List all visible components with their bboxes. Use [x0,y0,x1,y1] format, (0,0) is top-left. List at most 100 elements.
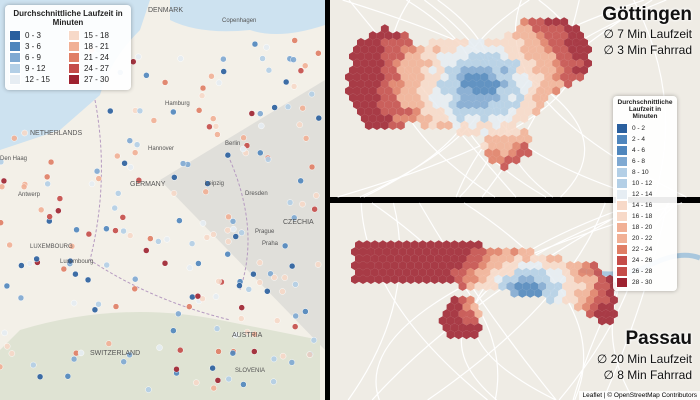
station-dot [312,192,320,199]
hex-cell [418,254,427,264]
station-dot [204,180,211,187]
hex-cell [594,295,602,305]
hex-cell [359,274,367,284]
attribution[interactable]: Leaflet | © OpenStreetMap Contributors [579,391,700,400]
hex-cell [582,261,590,271]
hex-cell [544,86,553,96]
station-dot [270,355,278,363]
hex-cell [353,72,361,82]
station-dot [136,107,144,115]
legend-item: 6 - 8 [616,156,674,167]
hex-cell [422,274,431,284]
map-label: SWITZERLAND [90,350,140,357]
map-label: NETHERLANDS [30,130,82,137]
station-dot [188,240,196,247]
hex-cell [470,247,479,257]
hex-cell [468,79,477,89]
hex-cell [418,240,427,250]
hex-cell [368,58,377,68]
hex-cell [372,38,381,48]
station-dot [291,323,299,330]
hex-cell [488,127,497,137]
station-dot [215,348,222,355]
hex-cell [550,274,559,284]
hex-cell [494,261,503,271]
hex-cell [598,316,606,326]
station-dot [297,177,304,185]
station-dot [3,282,11,290]
hex-cell [476,65,485,75]
hex-cell [586,309,594,319]
station-dot [11,134,18,142]
hex-cell [388,107,397,117]
hex-cell [566,288,575,298]
station-dot [315,50,322,57]
station-dot [212,293,220,300]
station-dot [88,180,96,188]
station-dot [1,329,8,337]
hex-cell [466,295,475,305]
hex-cell [532,93,541,103]
hex-cell [514,281,523,291]
hex-cell [564,51,573,61]
station-dot [311,205,318,213]
hex-cell [484,79,493,89]
station-dot [126,351,133,359]
hex-cell [404,51,413,61]
station-dot [3,343,11,350]
hex-cell [452,93,461,103]
hex-cell [394,240,403,250]
legend-label: 6 - 9 [25,53,42,62]
station-dot [214,131,221,138]
hex-cell [546,267,555,278]
legend-title: Durchschnittliche Laufzeit in Minuten [617,99,673,120]
sea [170,0,325,34]
station-dot [297,67,305,74]
hex-cell [380,107,389,117]
hex-cell [524,107,533,117]
hex-cell [470,316,479,326]
station-dot [210,384,218,392]
hex-cell [372,65,381,75]
hex-cell [542,288,551,298]
hex-cell [396,38,405,48]
hex-cell [462,316,471,326]
hex-cell [548,24,557,34]
hex-cell [490,254,499,264]
hex-cell [508,107,517,117]
hex-cell [452,38,461,48]
hex-cell [488,100,497,110]
legend-swatch [616,178,628,189]
map-label: Dresden [245,191,268,197]
station-dot [310,336,318,344]
hex-cell [534,274,543,284]
legend-swatch [616,211,628,222]
station-dot [248,110,256,117]
hex-cell [478,274,487,284]
hex-cell [345,72,353,82]
hex-cell [380,120,389,130]
station-dot [264,288,271,295]
hex-cell [524,38,533,48]
hex-cell [520,127,529,137]
hex-cell [446,316,455,326]
hex-cell [426,267,435,278]
hex-cell [518,261,527,271]
hex-cell [458,267,467,278]
station-dot [107,107,114,115]
hex-cell [392,58,401,68]
hex-cell [434,254,443,264]
hex-cell [390,274,399,284]
hex-cell [408,113,417,124]
station-dot [70,355,78,363]
hex-cell [548,65,557,75]
station-dot [290,83,298,90]
station-dot [17,294,25,302]
hex-cell [484,38,493,48]
hex-cell [420,120,429,130]
legend-item: 8 - 10 [616,167,674,178]
hex-cell [480,100,489,110]
station-dot [299,104,306,112]
hex-cell [370,267,379,278]
hex-cell [598,288,606,298]
